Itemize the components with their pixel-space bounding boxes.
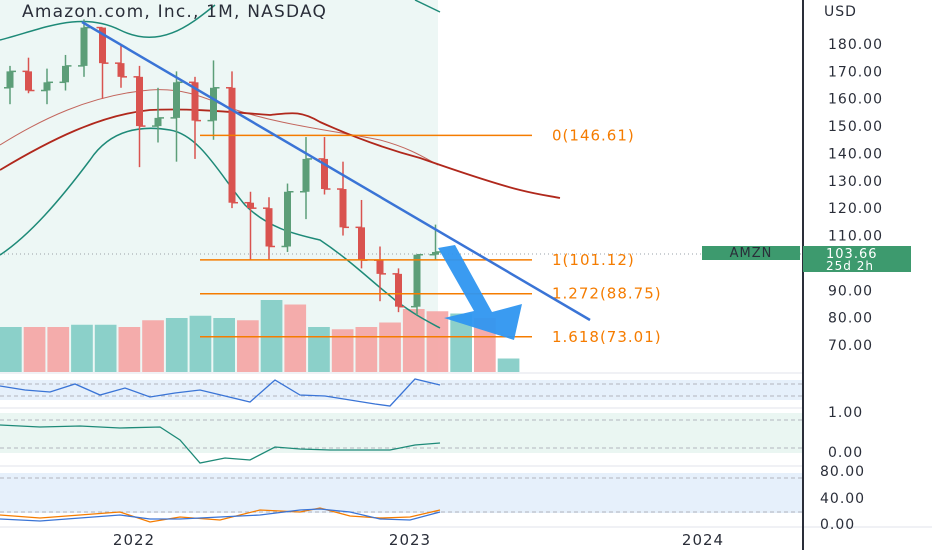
price-tick-label: 130.00 (828, 174, 883, 190)
volume-bar (189, 315, 212, 372)
candle-body (136, 76, 143, 127)
volume-bar (213, 318, 235, 372)
candle-body (25, 71, 32, 91)
fibonacci-levels: 0(146.61) 1(101.12) 1.272(88.75) 1.618(73.0… (200, 126, 662, 346)
volume-bar (450, 313, 472, 372)
indicator-2-tick: 80.00 (820, 464, 865, 480)
current-price: 103.66 (826, 247, 878, 262)
volume-bar (142, 320, 164, 372)
down-arrow (438, 245, 522, 340)
candle-body (284, 191, 291, 247)
volume-bar (94, 324, 117, 372)
price-tick-label: 120.00 (828, 201, 883, 217)
candlesticks (4, 19, 442, 315)
indicator-2-tick: 40.00 (820, 491, 865, 507)
chart-title: Amazon.com, Inc., 1M, NASDAQ (22, 2, 327, 22)
currency-label: USD (824, 4, 857, 20)
volume-bar (47, 327, 70, 372)
volume-bar (237, 320, 259, 372)
price-tick-label: 80.00 (828, 311, 873, 327)
price-tick-label: 140.00 (828, 146, 883, 162)
volume-bar (355, 327, 378, 372)
price-tick-label: 170.00 (828, 64, 883, 80)
candle-body (210, 87, 217, 121)
price-tick-label: 150.00 (828, 119, 883, 135)
volume-bar (331, 329, 354, 372)
volume-bars (0, 300, 520, 372)
symbol-label: AMZN (730, 246, 773, 261)
fib-level-label: 1.618(73.01) (552, 328, 662, 346)
price-tick-label: 110.00 (828, 229, 883, 245)
indicator-panel-1-band (0, 380, 803, 400)
price-label: AMZN 103.66 25d 2h (702, 246, 911, 273)
candle-body (6, 71, 14, 88)
candle-body (376, 260, 384, 274)
indicator-axis: 1.00 0.00 80.00 40.00 0.00 (820, 405, 865, 533)
time-label-2024: 2024 (682, 531, 724, 549)
volume-bar (284, 304, 307, 372)
indicator-panel-2-band (0, 413, 803, 453)
fib-level-label: 1(101.12) (552, 251, 635, 269)
descending-trendline[interactable] (81, 20, 591, 322)
volume-bar (0, 327, 22, 372)
moving-average-long (0, 108, 561, 199)
bollinger-upper-band (0, 4, 216, 41)
indicator-1-line (0, 378, 441, 407)
price-axis[interactable]: USD 180.00 170.00 160.00 150.00 140.00 130.00… (824, 4, 883, 354)
candle-body (339, 189, 347, 228)
candle-body (154, 117, 162, 127)
time-label-2023: 2023 (389, 531, 431, 549)
price-tick-label: 70.00 (828, 338, 873, 354)
fib-level-label: 0(146.61) (552, 126, 635, 144)
candle-body (117, 63, 125, 77)
volume-bar (308, 327, 330, 372)
volume-bar (71, 324, 93, 372)
fib-level-label: 1.272(88.75) (552, 285, 662, 303)
price-badge (803, 246, 911, 272)
indicator-1-tick: 0.00 (828, 445, 863, 461)
volume-bar (426, 311, 449, 372)
candle-body (247, 202, 254, 209)
candle-body (302, 158, 310, 192)
price-tick-label: 180.00 (828, 37, 883, 53)
candle-body (321, 158, 328, 190)
candle-body (228, 87, 236, 203)
candle-body (265, 208, 273, 247)
candle-body (43, 82, 51, 91)
time-axis[interactable]: 2022 2023 2024 (113, 531, 724, 549)
candle-body (99, 27, 106, 64)
candle-body (80, 27, 88, 66)
volume-bar (23, 327, 46, 372)
symbol-badge (702, 246, 800, 260)
indicator-1-tick: 1.00 (828, 405, 863, 421)
volume-bar (118, 327, 141, 372)
bollinger-upper-band-end (414, 0, 441, 13)
indicator-panel-3-band (0, 473, 803, 513)
time-label-2022: 2022 (113, 531, 155, 549)
candle-body (191, 82, 199, 121)
bollinger-band-fill (0, 0, 438, 372)
volume-bar (165, 318, 188, 372)
volume-bar (497, 358, 520, 372)
candle-body (62, 65, 69, 83)
bar-countdown: 25d 2h (826, 259, 874, 273)
volume-bar (402, 309, 425, 372)
candle-body (358, 227, 365, 261)
price-tick-label: 160.00 (828, 92, 883, 108)
indicator-3-line-d (0, 508, 441, 522)
price-tick-label: 90.00 (828, 283, 873, 299)
candle-body (413, 254, 421, 307)
indicator-2-line (0, 424, 441, 464)
candle-body (432, 251, 439, 255)
candle-body (173, 82, 180, 118)
volume-bar (260, 300, 283, 372)
volume-bar (379, 322, 401, 372)
candle-body (395, 273, 402, 307)
indicator-2-tick: 0.00 (820, 517, 855, 533)
